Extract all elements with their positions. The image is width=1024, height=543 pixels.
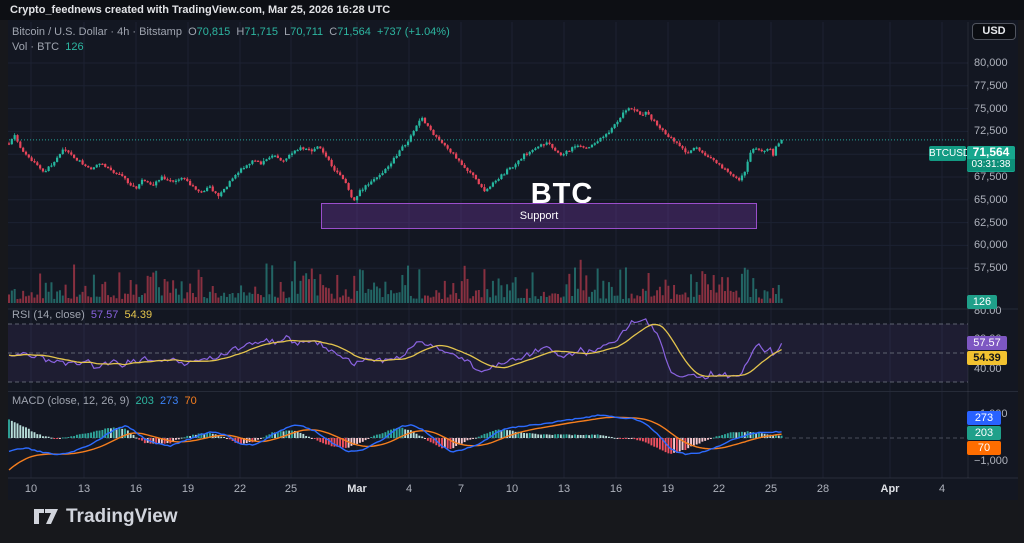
symbol-legend[interactable]: Bitcoin / U.S. Dollar · 4h · Bitstamp O7… (12, 26, 450, 38)
ohlc-low-label: L (284, 26, 291, 38)
ohlc-close-label: C (329, 26, 338, 38)
ohlc-open-label: O (188, 26, 197, 38)
price-tick-label: 60,000 (974, 239, 1008, 252)
macd-line-value: 273 (159, 395, 179, 407)
time-axis-label: 22 (712, 483, 726, 495)
time-axis-label: Mar (347, 483, 367, 495)
rsi-tick-40: 40.00 (974, 363, 1002, 375)
macd-legend[interactable]: MACD (close, 12, 26, 9) 203 273 70 (12, 395, 197, 407)
last-price-tag: 71,564 03:31:38 (967, 146, 1015, 172)
attribution-banner: Crypto_feednews created with TradingView… (0, 0, 1024, 20)
time-axis-label: 4 (938, 483, 946, 495)
support-zone-drawing[interactable]: Support (321, 203, 757, 229)
time-axis-label: 16 (129, 483, 143, 495)
rsi-value-tag: 57.57 (967, 336, 1007, 350)
change-value: +737 (+1.04%) (376, 26, 450, 38)
time-axis-label: 28 (816, 483, 830, 495)
macd-hist-tag: 203 (967, 426, 1001, 440)
volume-tag: 126 (967, 295, 997, 309)
btc-text-drawing[interactable]: BTC (530, 178, 594, 210)
ohlc-close-value: 71,564 (337, 26, 371, 38)
price-tick-label: 62,500 (974, 216, 1008, 229)
rsi-ma-value-tag: 54.39 (967, 351, 1007, 365)
volume-label: Vol · BTC (12, 41, 60, 53)
time-axis-label: 10 (24, 483, 38, 495)
time-axis-label: 16 (609, 483, 623, 495)
time-axis-label: 13 (77, 483, 91, 495)
time-axis-label: 19 (181, 483, 195, 495)
price-tick-label: 72,500 (974, 125, 1008, 138)
bar-countdown: 03:31:38 (967, 159, 1015, 171)
symbol-price-tag: BTCUSD (929, 146, 971, 161)
support-zone-label: Support (519, 210, 559, 222)
price-tick-label: 77,500 (974, 79, 1008, 92)
time-axis-label: 19 (661, 483, 675, 495)
price-tick-label: 80,000 (974, 57, 1008, 69)
tradingview-logo-icon (34, 509, 58, 524)
rsi-title: RSI (14, close) (12, 309, 85, 321)
time-axis-label: 4 (405, 483, 413, 495)
time-axis-label: 25 (764, 483, 778, 495)
rsi-legend[interactable]: RSI (14, close) 57.57 54.39 (12, 309, 152, 321)
time-axis-label: 7 (457, 483, 465, 495)
time-axis-label: 13 (557, 483, 571, 495)
price-tick-label: 65,000 (974, 193, 1008, 206)
macd-line-tag: 273 (967, 411, 1001, 425)
price-tick-label: 57,500 (974, 262, 1008, 275)
macd-signal-tag: 70 (967, 441, 1001, 455)
price-tick-label: 75,000 (974, 102, 1008, 115)
chart-canvas[interactable] (8, 20, 1018, 500)
time-axis-label: 10 (505, 483, 519, 495)
rsi-value: 57.57 (90, 309, 119, 321)
currency-toggle-button[interactable]: USD (972, 23, 1016, 40)
volume-legend[interactable]: Vol · BTC 126 (12, 41, 84, 53)
tradingview-logo[interactable]: TradingView (33, 506, 178, 528)
chart-area: Bitcoin / U.S. Dollar · 4h · Bitstamp O7… (8, 20, 1018, 500)
ohlc-high-label: H (236, 26, 245, 38)
symbol-title[interactable]: Bitcoin / U.S. Dollar · 4h · Bitstamp (12, 26, 182, 38)
rsi-ma-value: 54.39 (124, 309, 153, 321)
time-axis-label: 25 (284, 483, 298, 495)
macd-hist-value: 203 (135, 395, 154, 407)
ohlc-high-value: 71,715 (244, 26, 279, 38)
last-price-value: 71,564 (972, 145, 1010, 159)
ohlc-open-value: 70,815 (196, 26, 231, 38)
time-axis-label: 22 (233, 483, 247, 495)
macd-title: MACD (close, 12, 26, 9) (12, 395, 130, 407)
tradingview-logo-text: TradingView (66, 506, 178, 527)
price-tick-label: 67,500 (974, 171, 1008, 183)
time-axis-label: Apr (880, 483, 900, 495)
volume-value: 126 (65, 41, 84, 53)
ohlc-low-value: 70,711 (290, 26, 324, 38)
macd-signal-value: 70 (184, 395, 197, 407)
macd-tick-neg1000: −1,000 (974, 455, 1008, 467)
